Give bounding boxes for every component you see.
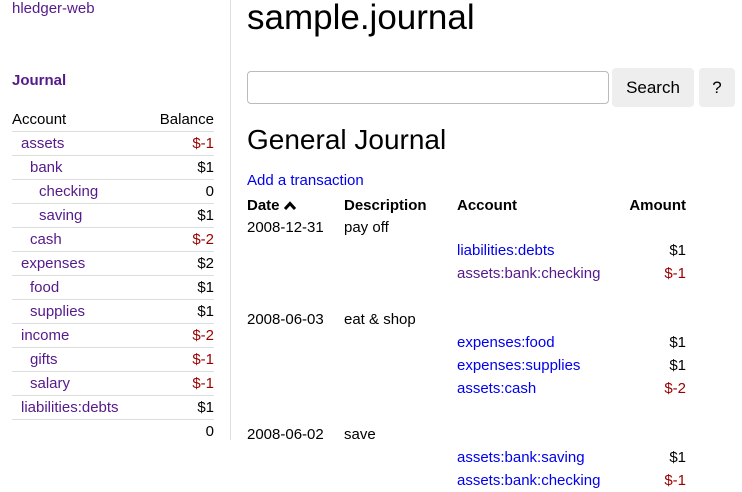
posting-account-link[interactable]: expenses:supplies	[457, 357, 581, 374]
account-row: bank $1	[12, 155, 214, 180]
account-balance: $1	[145, 275, 214, 300]
account-row: checking 0	[12, 179, 214, 204]
transaction-description: save	[344, 426, 376, 443]
posting-account-link[interactable]: assets:bank:checking	[457, 265, 601, 282]
posting-row: expenses:food $1	[247, 331, 686, 354]
posting-account-link[interactable]: assets:bank:saving	[457, 449, 585, 466]
transaction-date: 2008-06-02	[247, 426, 324, 443]
add-transaction-link[interactable]: Add a transaction	[247, 172, 364, 189]
transaction-row[interactable]: 2008-12-31 pay off	[247, 216, 686, 239]
chevron-up-icon	[283, 197, 296, 214]
transaction-row[interactable]: 2008-06-02 save	[247, 423, 686, 446]
account-balance: $1	[145, 395, 214, 420]
account-balance: $1	[145, 203, 214, 228]
journal-heading: General Journal	[247, 124, 447, 155]
account-row: supplies $1	[12, 299, 214, 324]
total-balance: 0	[145, 419, 214, 443]
spacer	[247, 285, 686, 308]
account-link[interactable]: bank	[30, 159, 63, 176]
account-link[interactable]: assets	[21, 135, 65, 152]
posting-row: assets:bank:saving $1	[247, 446, 686, 469]
posting-row: assets:bank:checking $-1	[247, 262, 686, 285]
posting-amount: $1	[669, 334, 686, 351]
account-row: gifts $-1	[12, 347, 214, 372]
account-row: assets $-1	[12, 131, 214, 156]
transaction-row[interactable]: 2008-06-03 eat & shop	[247, 308, 686, 331]
account-balance: $-2	[145, 227, 214, 252]
help-button[interactable]: ?	[699, 68, 735, 107]
account-header: Account	[12, 108, 146, 132]
account-row: salary $-1	[12, 371, 214, 396]
account-balance: $-1	[145, 347, 214, 372]
account-link[interactable]: salary	[30, 375, 71, 392]
account-row: cash $-2	[12, 227, 214, 252]
transaction-description: pay off	[344, 219, 389, 236]
account-link[interactable]: gifts	[30, 351, 58, 368]
account-balance: $1	[145, 299, 214, 324]
account-balance: $1	[145, 155, 214, 180]
account-row: food $1	[12, 275, 214, 300]
account-link[interactable]: checking	[39, 183, 99, 200]
spacer	[247, 400, 686, 423]
posting-amount: $-1	[664, 265, 686, 282]
account-balance: $2	[145, 251, 214, 276]
account-row: income $-2	[12, 323, 214, 348]
account-row: saving $1	[12, 203, 214, 228]
posting-row: assets:cash $-2	[247, 377, 686, 400]
sidebar: hledger-web Journal Account Balance asset…	[0, 0, 231, 443]
account-row: expenses $2	[12, 251, 214, 276]
transaction-date: 2008-12-31	[247, 219, 324, 236]
amount-header: Amount	[629, 196, 686, 214]
posting-amount: $1	[669, 242, 686, 259]
posting-account-link[interactable]: assets:cash	[457, 380, 537, 397]
transaction-date: 2008-06-03	[247, 311, 324, 328]
account-balance: $-1	[145, 131, 214, 156]
posting-amount: $1	[669, 357, 686, 374]
posting-account-link[interactable]: liabilities:debts	[457, 242, 555, 259]
date-header[interactable]: Date	[247, 194, 344, 216]
brand-link[interactable]: hledger-web	[12, 0, 95, 17]
account-link[interactable]: liabilities:debts	[21, 399, 119, 416]
total-row: 0	[12, 419, 214, 443]
posting-amount: $1	[669, 449, 686, 466]
account-balance: $-1	[145, 371, 214, 396]
accounts-table: Account Balance assets $-1 bank $1 checking 0 s…	[12, 108, 214, 443]
account-link[interactable]: saving	[39, 207, 83, 224]
journal-table: Date Description Account Amount 2008-12-…	[247, 194, 686, 492]
account-balance: $-2	[145, 323, 214, 348]
page-title: sample.journal	[247, 0, 475, 37]
journal-link[interactable]: Journal	[12, 72, 67, 89]
posting-row: liabilities:debts $1	[247, 239, 686, 262]
account-link[interactable]: cash	[30, 231, 62, 248]
account-link[interactable]: supplies	[30, 303, 86, 320]
account-balance: 0	[145, 179, 214, 204]
date-sort-link[interactable]: Date	[247, 196, 280, 214]
search-button[interactable]: Search	[612, 68, 694, 107]
posting-amount: $-2	[664, 380, 686, 397]
account-link[interactable]: food	[30, 279, 60, 296]
description-header: Description	[344, 196, 427, 214]
account-header: Account	[457, 196, 517, 214]
account-link[interactable]: income	[21, 327, 70, 344]
posting-account-link[interactable]: expenses:food	[457, 334, 555, 351]
balance-header: Balance	[145, 108, 214, 132]
posting-row: expenses:supplies $1	[247, 354, 686, 377]
transaction-description: eat & shop	[344, 311, 416, 328]
search-input[interactable]	[247, 71, 609, 104]
account-row: liabilities:debts $1	[12, 395, 214, 420]
account-link[interactable]: expenses	[21, 255, 86, 272]
